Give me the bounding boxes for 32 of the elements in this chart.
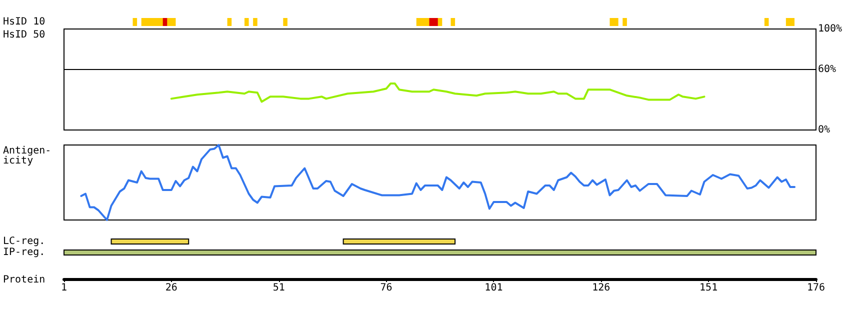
bar	[342, 238, 456, 244]
bar	[610, 18, 618, 26]
y-tick-label: 100%	[818, 24, 842, 34]
bar	[227, 18, 232, 26]
y-tick-label: 0%	[818, 124, 830, 136]
bar	[64, 250, 816, 256]
y-axis-title: Antigen- icity	[3, 146, 52, 166]
x-tick-label: 176	[806, 282, 826, 294]
y-tick-label: 60%	[818, 64, 836, 75]
y-axis-title: HsID 50	[3, 30, 46, 40]
x-tick-label: 151	[700, 282, 718, 294]
x-tick-label: 1	[60, 282, 68, 294]
bar	[622, 18, 627, 26]
x-tick-label: 51	[272, 282, 285, 294]
bar	[162, 18, 168, 26]
bar	[283, 18, 288, 26]
bar	[429, 18, 438, 26]
bar	[450, 18, 456, 26]
x-tick-label: 26	[165, 282, 178, 294]
bar	[786, 18, 795, 26]
y-tick-label: HsID 10	[3, 16, 46, 28]
line-series	[170, 82, 706, 103]
bar	[132, 18, 138, 26]
y-tick-label: IP-reg.	[3, 247, 46, 258]
bar	[253, 18, 258, 26]
x-tick-label: 76	[380, 282, 392, 294]
x-tick-label: 126	[592, 282, 610, 294]
x-tick-label: 101	[484, 282, 503, 294]
bar	[764, 18, 769, 26]
x-axis-title: Protein	[3, 274, 46, 286]
bar	[244, 18, 249, 26]
y-tick-label: LC-reg.	[3, 236, 46, 247]
